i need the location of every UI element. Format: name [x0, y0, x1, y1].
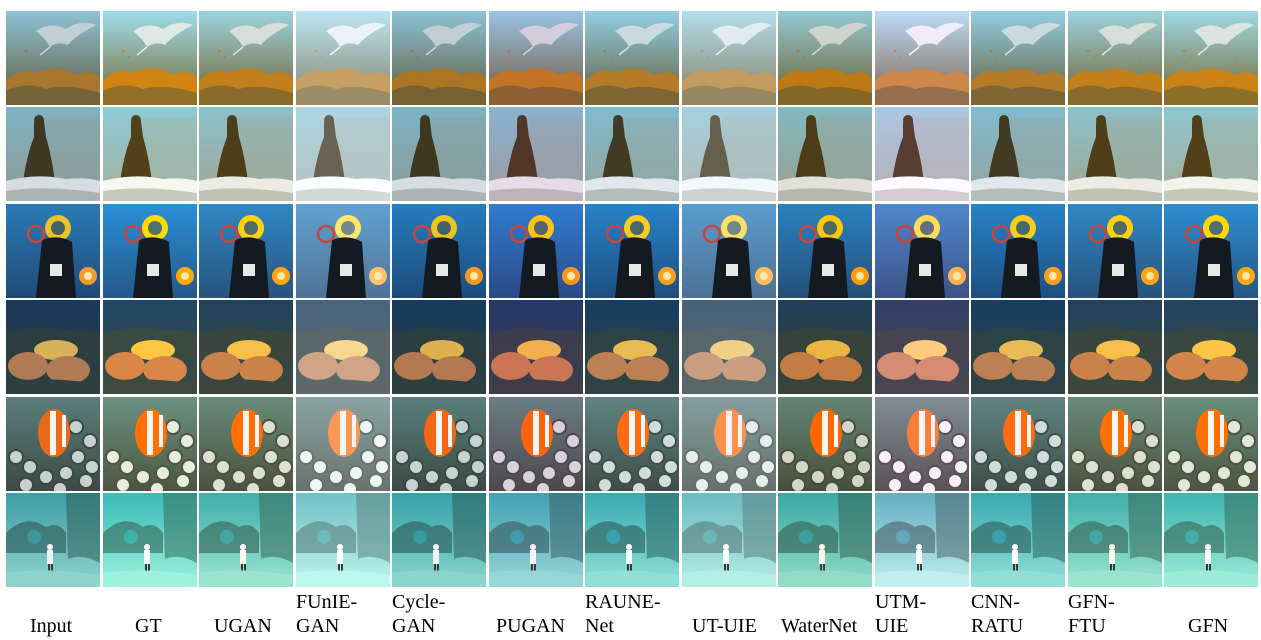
column-label-input: Input	[30, 615, 73, 637]
tile-freediver-reef-ugan	[199, 493, 293, 587]
tile-diver-statue-cnnratu	[971, 107, 1065, 201]
tile-scuba-diver-utmuie	[875, 204, 969, 298]
column-label-raune: RAUNE- Net	[585, 591, 661, 637]
tile-table-coral-cnnratu	[971, 300, 1065, 394]
column-label-utuie: UT-UIE	[692, 615, 757, 637]
tile-diver-statue-gt	[103, 107, 197, 201]
tile-scuba-diver-pugan	[489, 204, 583, 298]
tile-clownfish-cyclegan	[392, 397, 486, 491]
tile-clownfish-input	[6, 397, 100, 491]
tile-table-coral-gfn	[1164, 300, 1258, 394]
tile-freediver-reef-gfn	[1164, 493, 1258, 587]
tile-clownfish-gt	[103, 397, 197, 491]
tile-clownfish-pugan	[489, 397, 583, 491]
tile-clownfish-waternet	[778, 397, 872, 491]
tile-freediver-reef-cyclegan	[392, 493, 486, 587]
tile-clownfish-funie	[296, 397, 390, 491]
tile-freediver-reef-gfnftu	[1068, 493, 1162, 587]
tile-table-coral-waternet	[778, 300, 872, 394]
tile-diver-statue-gfnftu	[1068, 107, 1162, 201]
tile-clownfish-utmuie	[875, 397, 969, 491]
tile-table-coral-utmuie	[875, 300, 969, 394]
column-label-funie: FUnIE- GAN	[296, 591, 358, 637]
tile-diver-statue-cyclegan	[392, 107, 486, 201]
tile-scuba-diver-ugan	[199, 204, 293, 298]
tile-table-coral-funie	[296, 300, 390, 394]
tile-table-coral-cyclegan	[392, 300, 486, 394]
tile-scuba-diver-utuie	[682, 204, 776, 298]
tile-manta-ray-cyclegan	[392, 11, 486, 105]
tile-clownfish-raune	[585, 397, 679, 491]
tile-diver-statue-raune	[585, 107, 679, 201]
tile-table-coral-gt	[103, 300, 197, 394]
column-label-gfn: GFN	[1188, 615, 1229, 637]
tile-scuba-diver-raune	[585, 204, 679, 298]
tile-scuba-diver-gt	[103, 204, 197, 298]
tile-table-coral-input	[6, 300, 100, 394]
tile-diver-statue-utmuie	[875, 107, 969, 201]
tile-clownfish-ugan	[199, 397, 293, 491]
tile-scuba-diver-cnnratu	[971, 204, 1065, 298]
tile-freediver-reef-gt	[103, 493, 197, 587]
tile-diver-statue-gfn	[1164, 107, 1258, 201]
tile-clownfish-gfnftu	[1068, 397, 1162, 491]
tile-manta-ray-pugan	[489, 11, 583, 105]
tile-table-coral-ugan	[199, 300, 293, 394]
tile-freediver-reef-funie	[296, 493, 390, 587]
tile-freediver-reef-utmuie	[875, 493, 969, 587]
tile-manta-ray-input	[6, 11, 100, 105]
tile-scuba-diver-waternet	[778, 204, 872, 298]
tile-freediver-reef-pugan	[489, 493, 583, 587]
tile-manta-ray-utmuie	[875, 11, 969, 105]
column-label-utmuie: UTM- UIE	[875, 591, 927, 637]
tile-table-coral-raune	[585, 300, 679, 394]
tile-diver-statue-waternet	[778, 107, 872, 201]
tile-manta-ray-utuie	[682, 11, 776, 105]
tile-freediver-reef-input	[6, 493, 100, 587]
tile-clownfish-utuie	[682, 397, 776, 491]
column-label-gfnftu: GFN- FTU	[1068, 591, 1115, 637]
tile-manta-ray-funie	[296, 11, 390, 105]
column-label-pugan: PUGAN	[496, 615, 565, 637]
column-label-waternet: WaterNet	[781, 615, 858, 637]
tile-scuba-diver-gfnftu	[1068, 204, 1162, 298]
tile-manta-ray-gfn	[1164, 11, 1258, 105]
tile-table-coral-gfnftu	[1068, 300, 1162, 394]
column-label-ugan: UGAN	[214, 615, 272, 637]
tile-diver-statue-utuie	[682, 107, 776, 201]
tile-diver-statue-ugan	[199, 107, 293, 201]
tile-scuba-diver-gfn	[1164, 204, 1258, 298]
tile-scuba-diver-cyclegan	[392, 204, 486, 298]
tile-diver-statue-funie	[296, 107, 390, 201]
column-label-gt: GT	[135, 615, 162, 637]
tile-scuba-diver-funie	[296, 204, 390, 298]
tile-manta-ray-ugan	[199, 11, 293, 105]
tile-scuba-diver-input	[6, 204, 100, 298]
tile-clownfish-cnnratu	[971, 397, 1065, 491]
column-labels: Input GT UGAN FUnIE- GAN Cycle- GAN PUGAN RAUN…	[0, 588, 1261, 640]
tile-manta-ray-waternet	[778, 11, 872, 105]
tile-manta-ray-raune	[585, 11, 679, 105]
tile-manta-ray-cnnratu	[971, 11, 1065, 105]
tile-clownfish-gfn	[1164, 397, 1258, 491]
tile-freediver-reef-waternet	[778, 493, 872, 587]
tile-manta-ray-gfnftu	[1068, 11, 1162, 105]
comparison-grid	[6, 11, 1258, 587]
tile-freediver-reef-raune	[585, 493, 679, 587]
tile-freediver-reef-cnnratu	[971, 493, 1065, 587]
tile-table-coral-pugan	[489, 300, 583, 394]
column-label-cnnratu: CNN- RATU	[971, 591, 1024, 637]
tile-manta-ray-gt	[103, 11, 197, 105]
column-label-cyclegan: Cycle- GAN	[392, 591, 446, 637]
tile-diver-statue-pugan	[489, 107, 583, 201]
tile-table-coral-utuie	[682, 300, 776, 394]
tile-freediver-reef-utuie	[682, 493, 776, 587]
tile-diver-statue-input	[6, 107, 100, 201]
